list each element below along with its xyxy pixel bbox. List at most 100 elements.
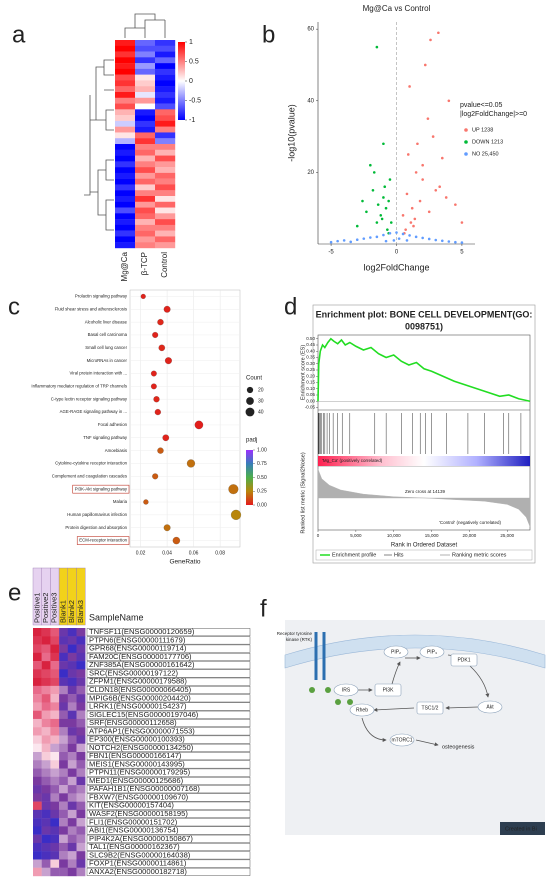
row-label: PAFAH1B1(ENSG00000007168) <box>89 784 200 793</box>
node-label: PIP₃ <box>427 649 437 655</box>
plot-area <box>129 289 241 548</box>
category-label: Prolactin signaling pathway <box>75 294 128 299</box>
point <box>376 203 380 206</box>
category-label: Inflammatory mediator regulation of TRP … <box>31 384 127 389</box>
heatmap-cell <box>59 793 68 802</box>
x-tick-label: 0.04 <box>162 550 172 556</box>
point <box>416 142 419 146</box>
heatmap-cell <box>155 144 176 150</box>
heatmap-cell <box>155 45 176 52</box>
row-label: SRF(ENSG00000112658) <box>89 718 177 727</box>
dot <box>164 357 172 365</box>
row-label-box <box>86 661 251 670</box>
heatmap-cell <box>67 801 77 811</box>
heatmap-cell <box>50 644 60 653</box>
dendrogram <box>84 13 166 231</box>
heatmap-cell <box>115 236 136 243</box>
heatmap-cell <box>76 785 86 794</box>
point <box>388 178 392 181</box>
heatmap-cell <box>67 834 77 844</box>
heatmap-cell <box>135 178 156 185</box>
heatmap-cell <box>155 115 176 122</box>
heatmap-cell <box>115 97 136 104</box>
heatmap-cell <box>135 172 156 179</box>
heatmap-cell <box>67 809 77 819</box>
point <box>382 142 385 146</box>
point <box>389 221 393 224</box>
heatmap-cell <box>67 793 77 802</box>
heatmap-cell <box>50 851 60 860</box>
point <box>437 31 440 35</box>
heatmap-cell <box>59 652 68 662</box>
heatmap-cell <box>135 149 156 156</box>
heatmap-cell <box>135 80 156 87</box>
heatmap-cell <box>41 768 51 777</box>
x-tick-label: 0.02 <box>136 550 146 556</box>
y-axis-label: Ranked list metric (Signal2Noise) <box>300 452 306 533</box>
chart-title: Mg@Ca vs Control <box>363 4 431 13</box>
x-tick-label: 10,000 <box>387 533 401 538</box>
point <box>405 239 409 242</box>
point <box>410 206 414 210</box>
category-label: Basal cell carcinoma <box>88 332 128 337</box>
heatmap-cell <box>41 735 51 744</box>
node <box>477 700 503 714</box>
heatmap-cell <box>135 155 156 162</box>
column-label: Mg@Ca <box>120 251 129 281</box>
node-label: Akt <box>486 704 494 710</box>
y-tick-label: 0.00 <box>306 398 315 403</box>
y-tick-label: 0.15 <box>306 380 315 385</box>
heatmap-cell <box>155 190 176 197</box>
row-label-box <box>86 735 251 744</box>
heatmap-cell <box>155 120 176 127</box>
dot <box>140 293 146 299</box>
heatmap-cell <box>155 80 176 87</box>
heatmap-cell <box>155 230 176 237</box>
heatmap-cell <box>76 809 86 819</box>
panel-label: c <box>8 293 20 320</box>
heatmap-cell <box>59 842 68 852</box>
point <box>408 85 411 88</box>
heatmap-cell <box>76 752 86 761</box>
heatmap-cell <box>41 752 51 761</box>
heatmap-cell <box>33 809 42 819</box>
heatmap-cell <box>33 702 42 711</box>
heatmap-cell <box>59 718 68 728</box>
credit: Created in Bi <box>505 826 537 832</box>
plot-frame <box>317 334 531 531</box>
point <box>369 236 372 239</box>
heatmap-cell <box>155 178 176 185</box>
heatmap-cell <box>135 132 156 139</box>
row-label-box <box>86 777 251 785</box>
heatmap-cell <box>135 51 156 58</box>
row-label: SLC9B2(ENSG00000164038) <box>89 850 191 859</box>
point <box>460 221 464 224</box>
row-label: FAM20C(ENSG00000177706) <box>89 652 192 661</box>
heatmap-cell <box>155 126 176 133</box>
heatmap-cell <box>50 809 60 819</box>
heatmap-cell <box>50 834 60 844</box>
node-label: PI3K <box>383 687 395 693</box>
row-label-box <box>86 810 251 818</box>
heatmap-cell <box>33 677 42 687</box>
heatmap-cell <box>59 818 68 827</box>
point <box>336 239 339 243</box>
heatmap-cell <box>50 636 60 645</box>
x-tick-label: 0.08 <box>215 550 225 556</box>
row-label: ZNF385A(ENSG00000161642) <box>89 660 195 669</box>
node-label: Rheb <box>356 707 368 713</box>
row-label-box <box>86 628 251 637</box>
heatmap-cell <box>135 230 156 237</box>
heatmap-cell <box>67 859 77 868</box>
column-header-box <box>76 567 86 626</box>
y-tick-label: 40 <box>307 98 314 104</box>
heatmap-cell <box>41 793 51 802</box>
point <box>421 163 424 167</box>
x-tick-label: 0 <box>317 533 320 538</box>
dot <box>230 509 242 520</box>
dot <box>162 434 170 442</box>
point <box>414 235 418 239</box>
heatmap-cell <box>33 694 42 703</box>
heatmap-cell <box>67 685 77 695</box>
dot <box>163 524 171 532</box>
